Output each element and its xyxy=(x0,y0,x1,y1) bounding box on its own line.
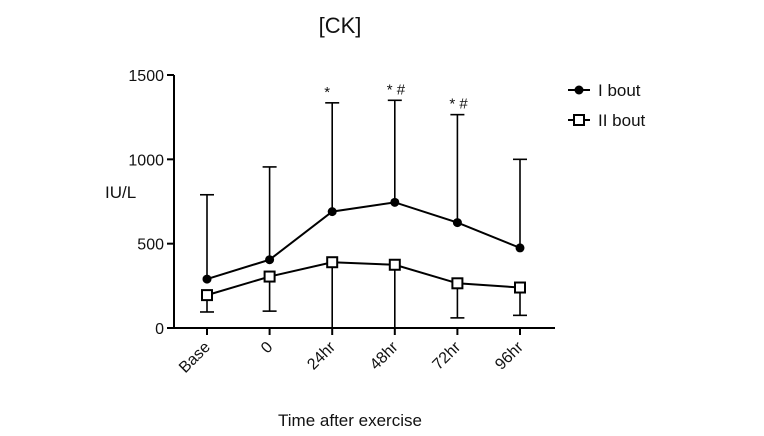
series-line xyxy=(206,261,521,297)
data-point xyxy=(515,243,525,253)
y-tick-label: 500 xyxy=(137,237,164,254)
x-tick-label: 48hr xyxy=(367,338,402,373)
series-line xyxy=(206,201,521,281)
y-tick-label: 1000 xyxy=(128,152,164,169)
data-point xyxy=(451,277,464,290)
data-point xyxy=(263,270,276,283)
data-markers xyxy=(201,197,526,302)
y-axis-label: IU/L xyxy=(105,183,136,202)
series-lines xyxy=(206,201,521,297)
significance-marker: * xyxy=(324,84,330,101)
significance-marker: * # xyxy=(387,81,406,98)
legend-label: II bout xyxy=(598,111,646,130)
data-point xyxy=(326,256,339,269)
x-tick-label: 0 xyxy=(258,339,276,357)
data-point xyxy=(202,274,212,284)
y-tick-label: 0 xyxy=(155,321,164,338)
y-tick-label: 1500 xyxy=(128,68,164,85)
y-axis-ticks: 0 500 1000 1500 xyxy=(128,68,174,338)
x-axis-label: Time after exercise xyxy=(278,411,422,430)
data-point xyxy=(265,255,275,265)
data-point xyxy=(390,197,400,207)
data-point xyxy=(388,258,401,271)
data-point xyxy=(201,289,213,302)
data-point xyxy=(514,281,526,294)
legend: I bout II bout xyxy=(568,81,646,130)
significance-marker: * # xyxy=(449,96,468,113)
significance-annotations: * * # * # xyxy=(324,81,468,112)
legend-marker xyxy=(574,85,584,95)
x-tick-label: 72hr xyxy=(430,338,465,373)
x-tick-label: Base xyxy=(176,339,214,377)
x-axis-ticks: Base 0 24hr 48hr 72hr 96hr xyxy=(176,328,527,377)
error-bars xyxy=(200,99,527,328)
data-point xyxy=(452,218,462,228)
chart-title: [CK] xyxy=(319,13,362,38)
x-tick-label: 96hr xyxy=(492,338,527,373)
x-tick-label: 24hr xyxy=(304,338,339,373)
legend-marker xyxy=(573,114,585,126)
data-point xyxy=(327,207,337,217)
legend-label: I bout xyxy=(598,81,641,100)
